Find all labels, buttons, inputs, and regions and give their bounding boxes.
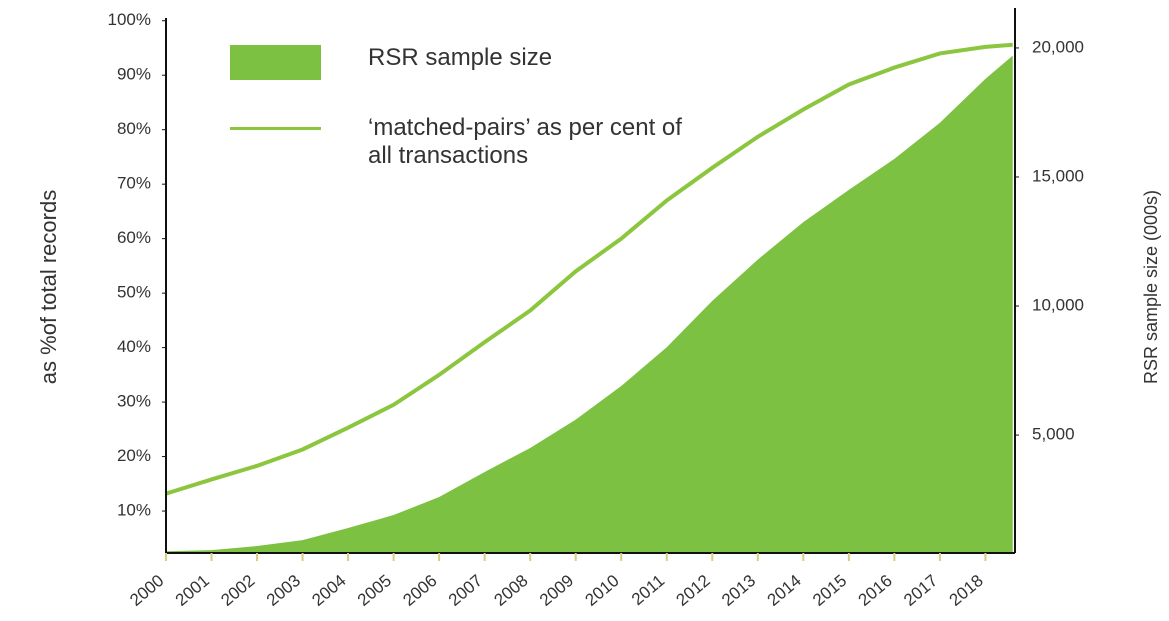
y-tick-label: 10%: [117, 501, 151, 520]
area: [166, 55, 1013, 554]
legend-label: ‘matched-pairs’ as per cent of all trans…: [368, 114, 682, 169]
y-tick-label: 20%: [117, 446, 151, 465]
y-tick-label: 90%: [117, 65, 151, 84]
y2-tick-label: 10,000: [1032, 296, 1084, 315]
x-tick-label: 2009: [536, 571, 577, 610]
x-tick-label: 2016: [855, 571, 896, 610]
x-tick-label: 2003: [263, 571, 304, 610]
x-tick-label: 2001: [172, 571, 213, 610]
x-tick-label: 2015: [809, 571, 850, 610]
y-axis-label: as %of total records: [36, 190, 61, 384]
line: [165, 42, 1013, 496]
x-tick-label: 2013: [718, 571, 759, 610]
y-tick-label: 50%: [117, 283, 151, 302]
x-tick-label: 2017: [900, 571, 941, 610]
x-tick-label: 2002: [217, 571, 258, 610]
x-tick-label: 2018: [946, 571, 987, 610]
legend-swatch-line: [230, 127, 321, 130]
x-tick-label: 2010: [581, 571, 622, 610]
x-tick-label: 2007: [445, 571, 486, 610]
legend-label: RSR sample size: [368, 44, 553, 71]
x-tick-label: 2011: [628, 571, 668, 609]
y-tick-label: 40%: [117, 337, 151, 356]
y-tick-label: 80%: [117, 119, 151, 138]
x-tick-label: 2012: [673, 571, 714, 610]
x-tick-label: 2014: [764, 571, 805, 610]
y2-tick-label: 15,000: [1032, 166, 1084, 185]
x-tick-label: 2004: [308, 571, 349, 610]
y2-tick-label: 20,000: [1032, 37, 1084, 56]
x-tick-label: 2006: [399, 571, 440, 610]
y-tick-label: 70%: [117, 174, 151, 193]
y2-tick-label: 5,000: [1032, 425, 1075, 444]
y2-axis-label: RSR sample size (000s): [1141, 190, 1161, 384]
x-tick-label: 2005: [354, 571, 395, 610]
y-tick-label: 60%: [117, 228, 151, 247]
x-tick-label: 2000: [126, 571, 167, 610]
x-tick-label: 2008: [490, 571, 531, 610]
legend-swatch-area: [230, 45, 321, 80]
y-tick-label: 30%: [117, 392, 151, 411]
y-tick-label: 100%: [108, 10, 151, 29]
